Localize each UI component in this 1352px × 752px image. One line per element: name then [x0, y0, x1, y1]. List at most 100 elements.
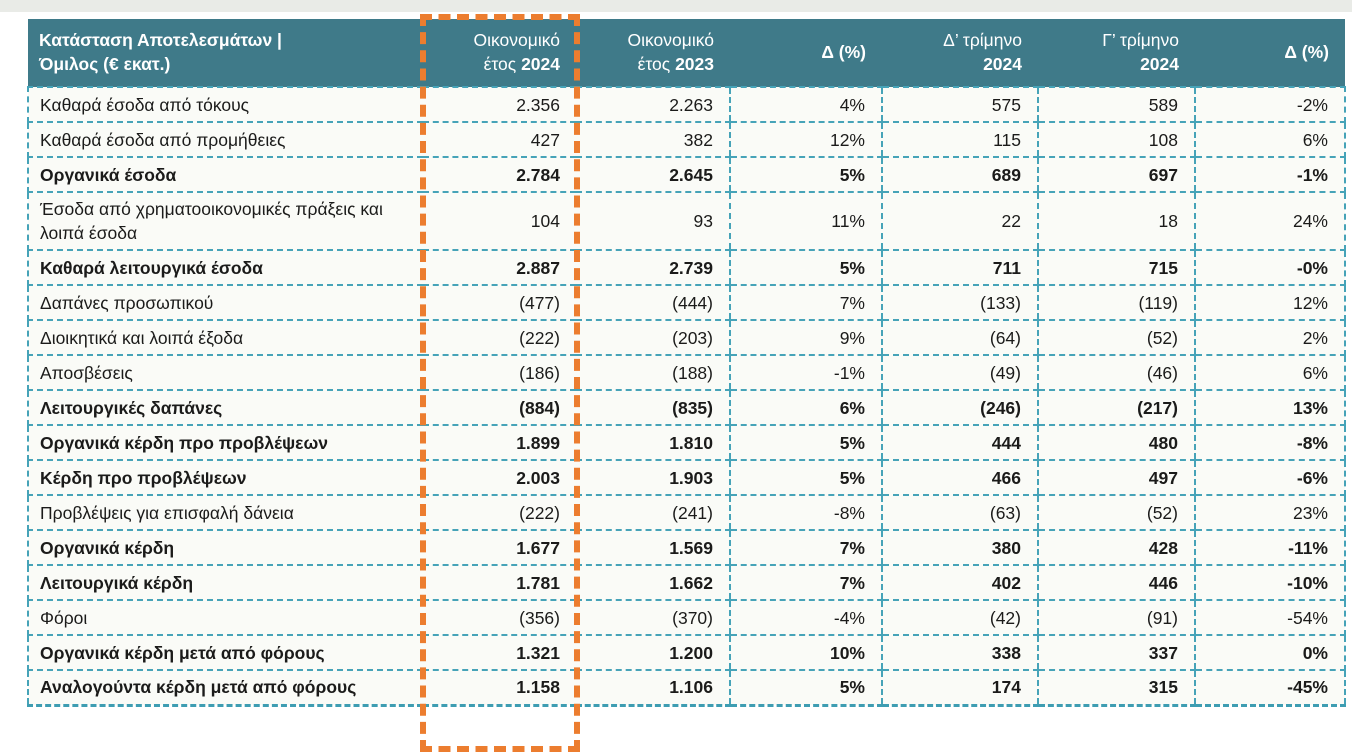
cell-delta-yoy: 4%: [729, 86, 882, 123]
cell-q4-2024: 711: [881, 250, 1038, 286]
cell-delta-yoy: 7%: [729, 530, 882, 566]
table-row: Οργανικά έσοδα 2.784 2.645 5% 689 697 -1%: [27, 157, 1346, 193]
cell-fy2023: 1.200: [576, 635, 730, 671]
cell-delta-yoy: 5%: [729, 425, 882, 461]
row-label: Οργανικά έσοδα: [27, 157, 423, 193]
cell-q4-2024: 444: [881, 425, 1038, 461]
cell-delta-yoy: 12%: [729, 122, 882, 158]
table-row: Κέρδη προ προβλέψεων 2.003 1.903 5% 466 497 -6…: [27, 460, 1346, 496]
cell-delta-qoq: 13%: [1194, 390, 1346, 426]
cell-fy2023: (444): [576, 285, 730, 321]
cell-q3-2024: 315: [1037, 670, 1195, 707]
table-row: Λειτουργικές δαπάνες (884) (835) 6% (246) (21…: [27, 390, 1346, 426]
cell-q4-2024: (49): [881, 355, 1038, 391]
cell-q3-2024: (52): [1037, 495, 1195, 531]
row-label: Καθαρά έσοδα από τόκους: [27, 86, 423, 123]
table-row: Οργανικά κέρδη μετά από φόρους 1.321 1.200…: [27, 635, 1346, 671]
row-label: Προβλέψεις για επισφαλή δάνεια: [27, 495, 423, 531]
cell-q4-2024: 174: [881, 670, 1038, 707]
header-row: Κατάσταση Αποτελεσμάτων | Όμιλος (€ εκατ.…: [28, 19, 1345, 87]
col-header-label: Κατάσταση Αποτελεσμάτων | Όμιλος (€ εκατ.…: [28, 19, 423, 87]
cell-fy2023: (370): [576, 600, 730, 636]
cell-fy2024: 1.158: [423, 670, 576, 707]
cell-fy2024: (222): [423, 320, 576, 356]
row-label: Οργανικά κέρδη: [27, 530, 423, 566]
table-header: Κατάσταση Αποτελεσμάτων | Όμιλος (€ εκατ.…: [28, 19, 1345, 87]
cell-delta-yoy: -4%: [729, 600, 882, 636]
cell-q3-2024: 428: [1037, 530, 1195, 566]
col-header-q4-2024: Δ’ τρίμηνο 2024: [882, 19, 1038, 87]
cell-fy2024: 1.321: [423, 635, 576, 671]
cell-delta-yoy: 5%: [729, 670, 882, 707]
cell-delta-qoq: -10%: [1194, 565, 1346, 601]
cell-q3-2024: 697: [1037, 157, 1195, 193]
table-row: Οργανικά κέρδη 1.677 1.569 7% 380 428 -11%: [27, 530, 1346, 566]
cell-q3-2024: 108: [1037, 122, 1195, 158]
top-band: [0, 0, 1352, 12]
cell-fy2023: 93: [576, 192, 730, 251]
cell-fy2023: 382: [576, 122, 730, 158]
row-label: Οργανικά κέρδη μετά από φόρους: [27, 635, 423, 671]
cell-q3-2024: 497: [1037, 460, 1195, 496]
cell-delta-yoy: 10%: [729, 635, 882, 671]
table-row: Καθαρά έσοδα από τόκους 2.356 2.263 4% 575 58…: [27, 86, 1346, 123]
cell-delta-yoy: 7%: [729, 285, 882, 321]
cell-fy2024: (477): [423, 285, 576, 321]
cell-q3-2024: (46): [1037, 355, 1195, 391]
cell-delta-qoq: -0%: [1194, 250, 1346, 286]
table-row: Προβλέψεις για επισφαλή δάνεια (222) (241)…: [27, 495, 1346, 531]
cell-q3-2024: 589: [1037, 86, 1195, 123]
cell-q4-2024: 402: [881, 565, 1038, 601]
table-row: Αποσβέσεις (186) (188) -1% (49) (46) 6%: [27, 355, 1346, 391]
row-label: Διοικητικά και λοιπά έξοδα: [27, 320, 423, 356]
table-row: Λειτουργικά κέρδη 1.781 1.662 7% 402 446 -10%: [27, 565, 1346, 601]
cell-delta-qoq: 6%: [1194, 122, 1346, 158]
table-row: Καθαρά λειτουργικά έσοδα 2.887 2.739 5% 711 7…: [27, 250, 1346, 286]
row-label: Καθαρά έσοδα από προμήθειες: [27, 122, 423, 158]
cell-delta-qoq: 24%: [1194, 192, 1346, 251]
cell-fy2024: 1.677: [423, 530, 576, 566]
cell-q3-2024: (52): [1037, 320, 1195, 356]
row-label: Έσοδα από χρηματοοικονομικές πράξεις και…: [27, 192, 423, 251]
cell-delta-yoy: 7%: [729, 565, 882, 601]
cell-fy2023: 2.739: [576, 250, 730, 286]
cell-q3-2024: 715: [1037, 250, 1195, 286]
cell-delta-qoq: 2%: [1194, 320, 1346, 356]
row-label: Λειτουργικές δαπάνες: [27, 390, 423, 426]
cell-fy2023: 1.106: [576, 670, 730, 707]
cell-fy2023: (835): [576, 390, 730, 426]
cell-fy2023: 1.810: [576, 425, 730, 461]
cell-delta-qoq: 0%: [1194, 635, 1346, 671]
cell-delta-qoq: -2%: [1194, 86, 1346, 123]
cell-fy2023: (188): [576, 355, 730, 391]
table-row: Καθαρά έσοδα από προμήθειες 427 382 12% 115 1…: [27, 122, 1346, 158]
cell-delta-qoq: -8%: [1194, 425, 1346, 461]
row-label: Κέρδη προ προβλέψεων: [27, 460, 423, 496]
cell-q4-2024: (246): [881, 390, 1038, 426]
cell-q3-2024: (91): [1037, 600, 1195, 636]
cell-delta-qoq: 23%: [1194, 495, 1346, 531]
table-row: Δαπάνες προσωπικού (477) (444) 7% (133) (119)…: [27, 285, 1346, 321]
cell-delta-yoy: -1%: [729, 355, 882, 391]
cell-fy2024: 2.887: [423, 250, 576, 286]
cell-fy2023: (203): [576, 320, 730, 356]
cell-fy2024: 2.784: [423, 157, 576, 193]
cell-fy2024: 104: [423, 192, 576, 251]
cell-fy2024: (222): [423, 495, 576, 531]
cell-delta-qoq: -11%: [1194, 530, 1346, 566]
row-label: Λειτουργικά κέρδη: [27, 565, 423, 601]
cell-fy2023: 1.662: [576, 565, 730, 601]
col-header-delta-yoy: Δ (%): [730, 19, 882, 87]
cell-fy2024: 1.781: [423, 565, 576, 601]
cell-q4-2024: (42): [881, 600, 1038, 636]
cell-q4-2024: 338: [881, 635, 1038, 671]
cell-delta-qoq: -45%: [1194, 670, 1346, 707]
cell-delta-yoy: 5%: [729, 250, 882, 286]
row-label: Καθαρά λειτουργικά έσοδα: [27, 250, 423, 286]
table-row: Διοικητικά και λοιπά έξοδα (222) (203) 9% (6…: [27, 320, 1346, 356]
cell-delta-yoy: -8%: [729, 495, 882, 531]
cell-fy2024: (356): [423, 600, 576, 636]
cell-fy2023: 2.263: [576, 86, 730, 123]
cell-fy2024: 2.003: [423, 460, 576, 496]
cell-fy2024: 2.356: [423, 86, 576, 123]
